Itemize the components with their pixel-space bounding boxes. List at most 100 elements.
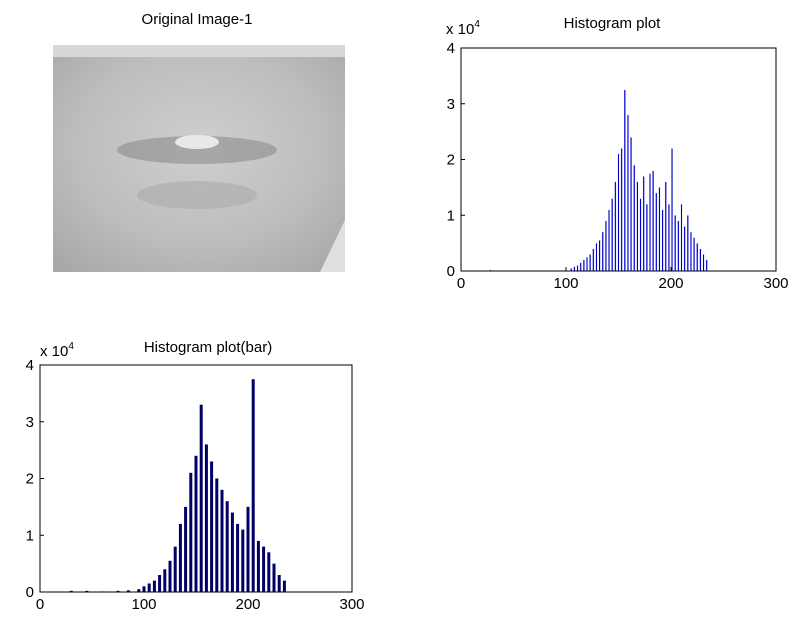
bar (699, 248, 702, 272)
bar (608, 209, 611, 272)
bar (282, 580, 286, 592)
bar (272, 563, 276, 592)
bar (626, 114, 629, 272)
bar (617, 153, 620, 272)
bar (636, 181, 639, 272)
bar (623, 89, 626, 272)
bar (645, 203, 648, 272)
bar (620, 148, 623, 272)
bar (241, 529, 245, 592)
bar (230, 512, 234, 592)
bar (225, 501, 229, 592)
bar (601, 231, 604, 272)
axes: Histogram plot(bar) x 104 0 100 200 300 0 1 2 3 4 (26, 339, 365, 613)
bar (677, 220, 680, 272)
x-tick-label: 100 (131, 596, 156, 613)
axes-box (39, 364, 353, 593)
bar (236, 523, 240, 592)
y-tick-label: 2 (26, 471, 34, 488)
y-tick-label: 3 (447, 96, 455, 113)
bar (649, 173, 652, 272)
bar (582, 259, 585, 272)
x-tick-label: 200 (235, 596, 260, 613)
chart-title: Original Image-1 (142, 11, 253, 28)
bar (604, 220, 607, 272)
bar (147, 583, 151, 592)
x-tick-label: 0 (36, 596, 44, 613)
bar (598, 240, 601, 272)
bar (630, 136, 633, 272)
y-scale-exponent: 4 (474, 19, 480, 30)
y-scale-exponent: 4 (68, 341, 74, 352)
bar (85, 590, 89, 592)
y-tick-label: 0 (26, 584, 34, 601)
teeth (175, 135, 219, 149)
x-tick-label: 0 (457, 275, 465, 292)
bar (220, 489, 224, 592)
bar (246, 506, 250, 592)
bar (210, 461, 214, 592)
bar (189, 472, 193, 592)
bar (137, 589, 141, 592)
bar (658, 187, 661, 272)
y-tick-label: 4 (447, 40, 455, 57)
bar (184, 506, 188, 592)
chart-title: Histogram plot(bar) (144, 339, 272, 356)
bar (592, 248, 595, 272)
bar (69, 590, 73, 592)
x-tick-label: 300 (339, 596, 364, 613)
bar (683, 226, 686, 272)
corner (320, 220, 345, 272)
bar (267, 552, 271, 592)
bar (262, 546, 266, 592)
bar (611, 198, 614, 272)
bar (586, 256, 589, 272)
y-tick-label: 3 (26, 414, 34, 431)
bar (702, 254, 705, 272)
x-tick-label: 200 (658, 275, 683, 292)
bar (152, 580, 156, 592)
bar (256, 540, 260, 592)
x-tick-label: 300 (763, 275, 788, 292)
bar (705, 259, 708, 272)
lips (117, 136, 277, 164)
y-scale-label: x 104 (40, 341, 74, 360)
bar (173, 546, 177, 592)
bar (168, 560, 172, 592)
bar (199, 404, 203, 592)
bar (693, 237, 696, 272)
chin-shadow (137, 181, 257, 209)
bar (614, 181, 617, 272)
bar (664, 181, 667, 272)
bar (689, 231, 692, 272)
bar (686, 215, 689, 272)
y-tick-label: 1 (447, 207, 455, 224)
bar (215, 478, 219, 592)
y-tick-label: 1 (26, 527, 34, 544)
bar (674, 215, 677, 272)
y-scale-label: x 104 (446, 19, 480, 38)
bar (696, 242, 699, 272)
bar (655, 192, 658, 272)
y-scale-base: x 10 (446, 21, 474, 38)
bar (680, 203, 683, 272)
image-panel (53, 45, 345, 272)
bar (642, 176, 645, 272)
bar (576, 265, 579, 272)
bar (671, 148, 674, 272)
y-scale-base: x 10 (40, 343, 68, 360)
bar (652, 170, 655, 272)
bar (595, 242, 598, 272)
bar (251, 379, 255, 592)
bar (277, 574, 281, 592)
bar (589, 254, 592, 272)
bar (126, 590, 130, 592)
bar (194, 455, 198, 592)
bar (633, 164, 636, 272)
bar (116, 590, 120, 592)
y-tick-label: 0 (447, 263, 455, 280)
chart-title: Histogram plot (564, 15, 662, 32)
bar (158, 574, 162, 592)
